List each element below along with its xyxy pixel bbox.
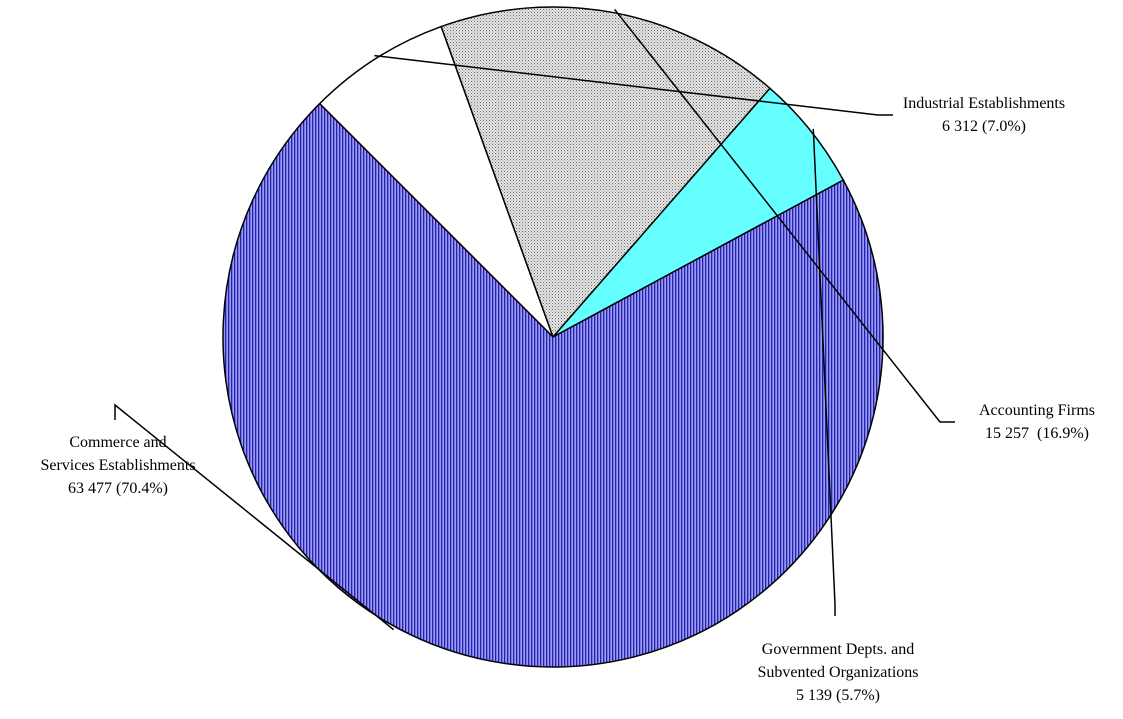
slice-label-line: 15 257 (16.9%)	[985, 425, 1089, 442]
slice-label-line: 63 477 (70.4%)	[68, 480, 168, 497]
leader-line-4	[114, 403, 395, 631]
slice-label-line: Industrial Establishments	[903, 95, 1065, 112]
leader-line-1	[374, 54, 893, 116]
slice-label-line: Subvented Organizations	[757, 664, 918, 681]
slice-label-1: Industrial Establishments 6 312 (7.0%)	[903, 95, 1065, 135]
slice-label-line: 6 312 (7.0%)	[942, 118, 1026, 135]
slice-label-line: Accounting Firms	[979, 402, 1095, 419]
slice-label-2: Accounting Firms 15 257 (16.9%)	[979, 402, 1095, 442]
pie-slice-4	[222, 102, 884, 668]
pie-slice-1	[318, 25, 554, 338]
slice-label-4: Commerce and Services Establishments 63 47…	[40, 434, 195, 497]
pie-slice-2	[440, 6, 771, 339]
slice-label-line: 5 139 (5.7%)	[796, 687, 880, 704]
slice-label-line: Government Depts. and	[762, 641, 914, 658]
slice-label-line: Services Establishments	[40, 457, 195, 474]
slice-label-3: Government Depts. and Subvented Organizat…	[757, 641, 918, 704]
slice-label-line: Commerce and	[69, 434, 166, 451]
leader-line-2	[614, 8, 955, 423]
leader-line-3	[812, 128, 836, 616]
